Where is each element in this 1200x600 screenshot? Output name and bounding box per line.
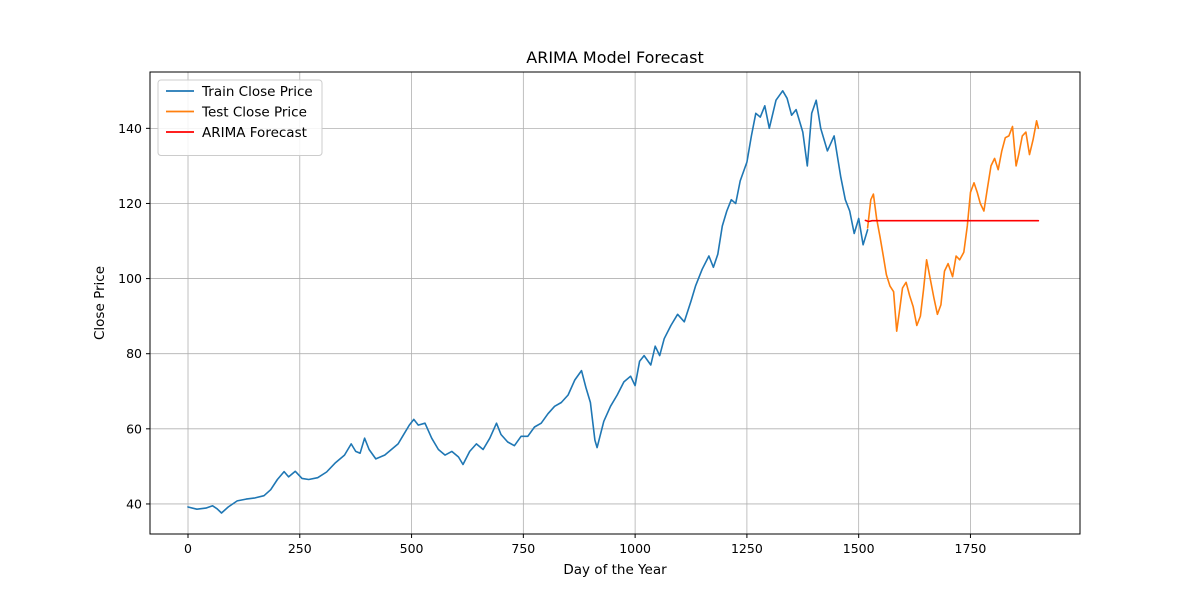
y-tick-label: 120: [118, 196, 142, 211]
x-tick-label: 500: [400, 541, 424, 556]
x-tick-label: 1500: [843, 541, 875, 556]
plot-area-frame: [149, 71, 1081, 535]
y-tick-label: 140: [118, 121, 142, 136]
grid-layer: [150, 72, 1080, 534]
tick-layer: 0 250 500 750 1000 1250 1500 1750 40 60 80 100 120 14…: [118, 121, 986, 556]
x-tick-label: 750: [511, 541, 535, 556]
x-tick-label: 0: [184, 541, 192, 556]
y-tick-label: 80: [126, 346, 142, 361]
y-axis-title: Close Price: [92, 266, 108, 340]
x-tick-label: 1000: [619, 541, 651, 556]
series-line-arima-forecast: [864, 219, 1040, 223]
x-tick-label: 250: [288, 541, 312, 556]
x-tick-label: 1750: [955, 541, 987, 556]
y-tick-label: 100: [118, 271, 142, 286]
y-tick-label: 60: [126, 421, 142, 436]
y-tick-label: 40: [126, 496, 142, 511]
legend-box: [157, 79, 323, 156]
x-axis-title: Day of the Year: [563, 562, 667, 578]
chart-title: ARIMA Model Forecast: [526, 48, 703, 67]
series-layer: [187, 90, 1040, 514]
x-tick-label: 1250: [731, 541, 763, 556]
legend-label-test-close-price: Test Close Price: [201, 105, 307, 121]
series-line-train-close-price: [187, 90, 869, 514]
legend-label-arima-forecast: ARIMA Forecast: [202, 125, 307, 141]
legend-label-train-close-price: Train Close Price: [201, 84, 313, 100]
legend: Train Close Price Test Close Price ARIMA F…: [157, 79, 323, 156]
series-line-test-close-price: [866, 120, 1040, 333]
